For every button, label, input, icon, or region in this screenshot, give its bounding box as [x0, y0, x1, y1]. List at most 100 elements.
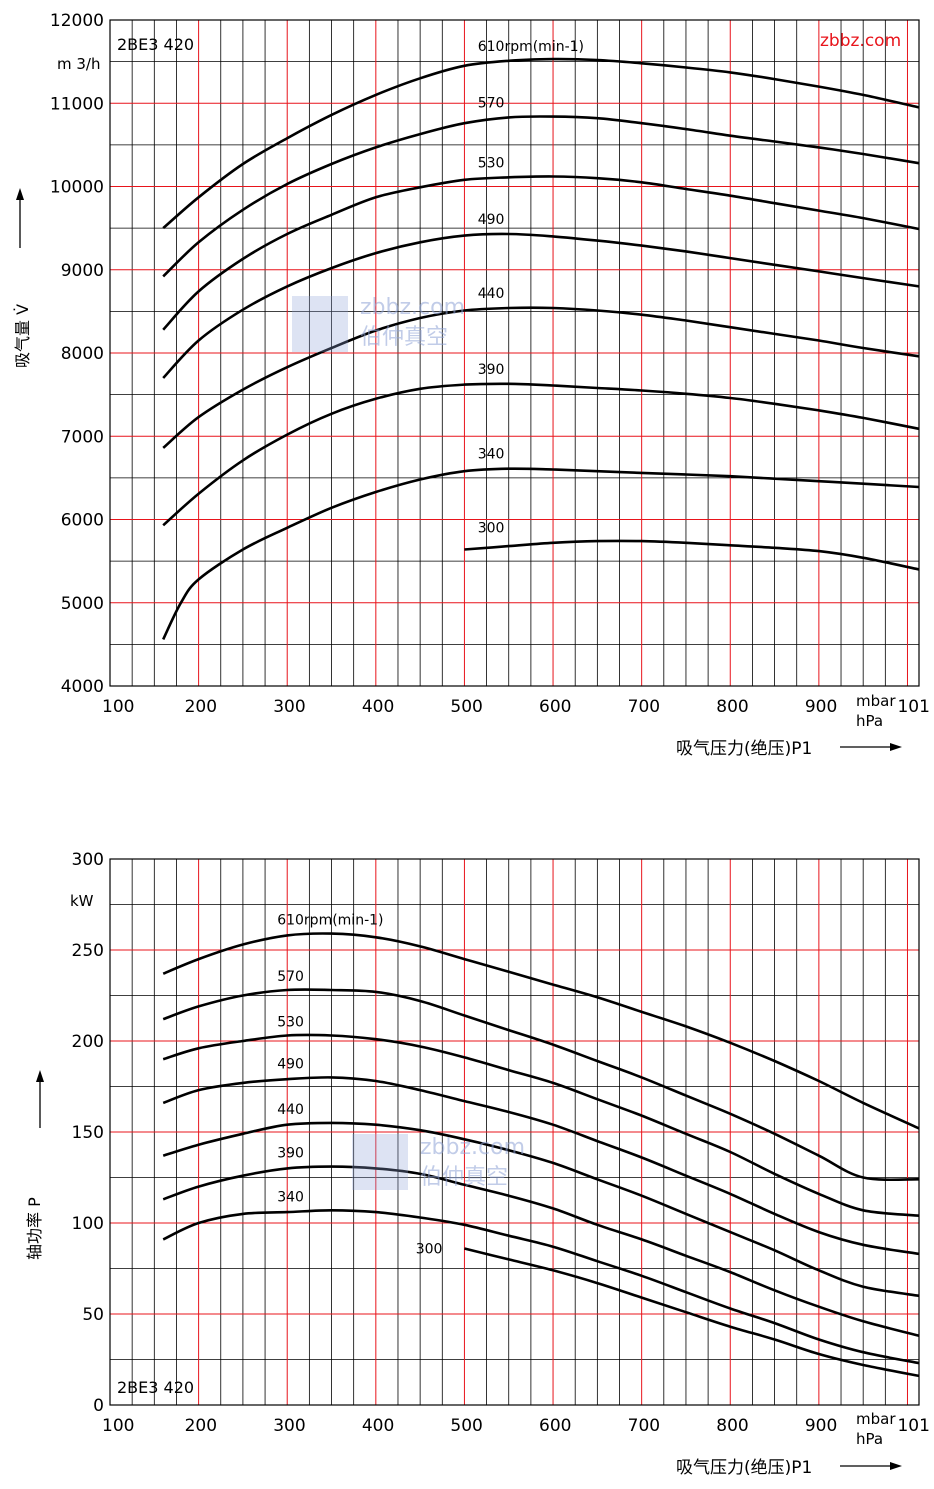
series-label: 300 [416, 1241, 443, 1257]
y-tick-label: 50 [82, 1305, 104, 1325]
series-label: 530 [478, 155, 505, 171]
y-tick-label: 9000 [61, 261, 104, 281]
x-tick-label: 600 [539, 1416, 571, 1436]
y-tick-label: 10000 [50, 178, 104, 198]
power-x-axis-label: 吸气压力(绝压)P1 [676, 1458, 812, 1478]
power-chart: 610rpm(min-1) 570 530 490 440 390 340 300 100 20… [25, 850, 930, 1478]
y-tick-label: 7000 [61, 427, 104, 447]
series-curve [162, 382, 920, 527]
series-label: 440 [478, 286, 505, 302]
series-label: 490 [478, 212, 505, 228]
capacity-labels: 610rpm(min-1) 570 530 490 440 390 340 300 [478, 39, 584, 537]
series-curve [162, 1209, 920, 1365]
x-tick-label: 300 [273, 1416, 305, 1436]
series-label: 390 [277, 1146, 304, 1162]
x-tick-label: 100 [102, 697, 134, 717]
capacity-x-unit-hpa: hPa [856, 712, 883, 730]
power-x-unit-hpa: hPa [856, 1430, 883, 1448]
series-curve [162, 232, 920, 379]
y-tick-label: 200 [72, 1032, 104, 1052]
capacity-x-axis-label: 吸气压力(绝压)P1 [676, 739, 812, 759]
series-label: 300 [478, 520, 505, 536]
power-y-axis-label: 轴功率 P [25, 1197, 44, 1260]
y-tick-label: 0 [93, 1396, 104, 1416]
power-y-arrow [36, 1070, 44, 1128]
y-tick-label: 300 [72, 850, 104, 870]
capacity-x-ticks: 100 200 300 400 500 600 700 800 900 101 [102, 697, 930, 717]
watermark-bottom-line2: 伯仲真空 [420, 1165, 508, 1190]
series-curve [162, 932, 920, 1130]
x-tick-label: 500 [450, 1416, 482, 1436]
watermark-top-line1: zbbz.com [360, 295, 465, 320]
capacity-model-label: 2BE3 420 [117, 35, 194, 54]
series-curve [162, 1121, 920, 1298]
capacity-x-unit-mbar: mbar [856, 692, 896, 710]
capacity-y-axis-label: 吸气量 V̇ [13, 304, 32, 368]
power-curves [162, 932, 920, 1378]
power-x-unit-mbar: mbar [856, 1410, 896, 1428]
power-grid [109, 858, 920, 1406]
series-curve [464, 539, 920, 571]
power-y-ticks: 0 50 100 150 200 250 300 [72, 850, 104, 1416]
capacity-y-arrow [16, 188, 24, 248]
plot-frame [109, 19, 920, 687]
x-tick-label: 700 [628, 697, 660, 717]
series-curve [162, 57, 920, 230]
plot-frame [109, 858, 920, 1406]
y-tick-label: 12000 [50, 11, 104, 31]
series-label: 610rpm(min-1) [277, 913, 383, 929]
series-label: 570 [277, 969, 304, 985]
x-tick-label: 800 [716, 697, 748, 717]
capacity-y-unit: m 3/h [57, 55, 100, 73]
x-tick-label: 100 [102, 1416, 134, 1436]
x-tick-label: 700 [628, 1416, 660, 1436]
x-tick-label: 200 [185, 697, 217, 717]
series-curve [162, 988, 920, 1182]
series-label: 530 [277, 1015, 304, 1031]
series-label: 440 [277, 1102, 304, 1118]
series-label: 570 [478, 95, 505, 111]
series-label: 340 [277, 1189, 304, 1205]
y-tick-label: 100 [72, 1214, 104, 1234]
capacity-grid [109, 19, 920, 687]
y-tick-label: 250 [72, 941, 104, 961]
x-tick-label: 200 [185, 1416, 217, 1436]
series-curve [162, 306, 920, 449]
watermark-top: zbbz.com 伯仲真空 [292, 295, 465, 352]
series-label: 490 [277, 1056, 304, 1072]
watermark-bottom: zbbz.com 伯仲真空 [352, 1134, 525, 1190]
y-tick-label: 150 [72, 1123, 104, 1143]
x-tick-label: 101 [897, 697, 929, 717]
site-label: zbbz.com [820, 31, 901, 51]
x-tick-label: 600 [539, 697, 571, 717]
series-curve [162, 175, 920, 331]
power-x-ticks: 100 200 300 400 500 600 700 800 900 101 [102, 1416, 930, 1436]
x-tick-label: 900 [805, 697, 837, 717]
series-curve [162, 1033, 920, 1217]
power-x-arrow [840, 1462, 902, 1470]
series-curve [464, 1247, 920, 1378]
capacity-x-arrow [840, 743, 902, 751]
series-curve [162, 467, 920, 640]
x-tick-label: 800 [716, 1416, 748, 1436]
x-tick-label: 900 [805, 1416, 837, 1436]
x-tick-label: 300 [273, 697, 305, 717]
watermark-top-line2: 伯仲真空 [360, 325, 448, 350]
y-tick-label: 4000 [61, 677, 104, 697]
x-tick-label: 400 [362, 697, 394, 717]
power-model-label: 2BE3 420 [117, 1378, 194, 1397]
series-label: 610rpm(min-1) [478, 39, 584, 55]
series-curve [162, 115, 920, 278]
y-tick-label: 5000 [61, 594, 104, 614]
capacity-y-ticks: 4000 5000 6000 7000 8000 9000 10000 11000 12000 [50, 11, 104, 697]
capacity-curves [162, 57, 920, 640]
watermark-bottom-line1: zbbz.com [420, 1135, 525, 1160]
series-label: 390 [478, 362, 505, 378]
x-tick-label: 400 [362, 1416, 394, 1436]
series-curve [162, 1076, 920, 1256]
y-tick-label: 8000 [61, 344, 104, 364]
series-curve [162, 1165, 920, 1338]
power-labels: 610rpm(min-1) 570 530 490 440 390 340 300 [277, 913, 442, 1258]
y-tick-label: 11000 [50, 94, 104, 114]
